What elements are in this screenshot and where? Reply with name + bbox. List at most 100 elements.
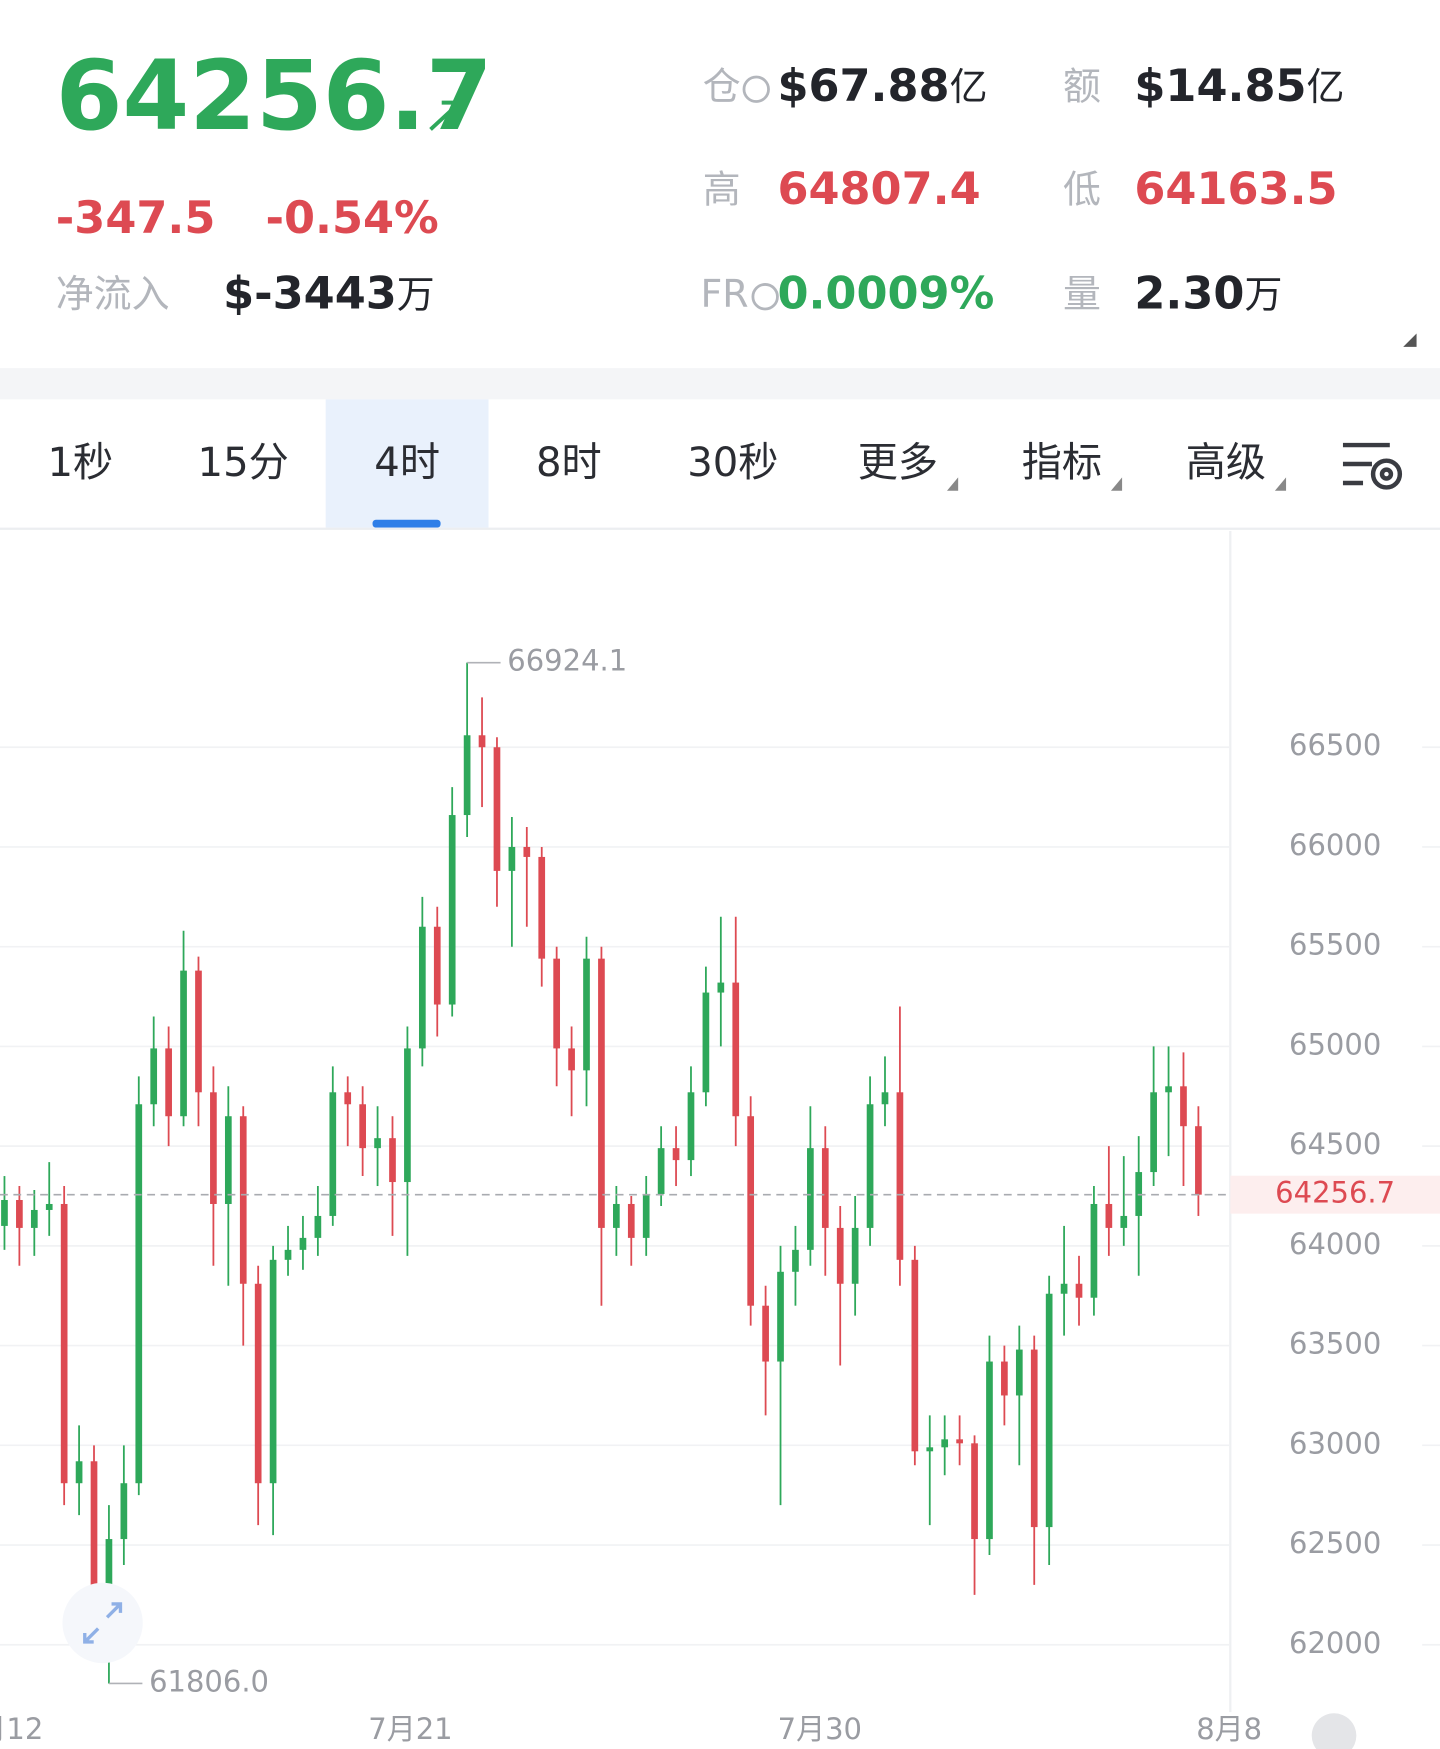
candle-body: [926, 1447, 934, 1452]
stat-label: 低: [1063, 167, 1101, 211]
candle-body: [239, 1116, 247, 1284]
price: 64256.7: [56, 40, 493, 152]
candle-body: [448, 815, 456, 1005]
zoom-icon: [83, 1602, 123, 1644]
candle-body: [1165, 1086, 1172, 1093]
candle-body: [747, 1116, 755, 1306]
stat-label: 仓: [703, 65, 741, 109]
candle-body: [299, 1237, 307, 1250]
candle-body: [195, 970, 202, 1093]
x-tick-label: 7月21: [368, 1712, 452, 1746]
y-tick-label: 66000: [1289, 828, 1381, 862]
y-tick-label: 62000: [1289, 1626, 1381, 1660]
tab[interactable]: 高级: [1186, 440, 1266, 486]
tab[interactable]: 更多: [858, 440, 938, 486]
candle-body: [180, 970, 187, 1117]
candle-body: [911, 1259, 919, 1452]
candle-body: [821, 1148, 829, 1228]
candle-body: [866, 1104, 874, 1228]
candle-body: [851, 1227, 859, 1284]
info-icon[interactable]: [751, 283, 779, 311]
candle-body: [1075, 1283, 1083, 1298]
candle-body: [792, 1249, 799, 1272]
candle-body: [329, 1092, 337, 1216]
candle-body: [836, 1227, 844, 1284]
candle-body: [986, 1361, 993, 1540]
x-tick-label: 7月12: [0, 1712, 43, 1746]
candle-body: [418, 926, 426, 1049]
candle-body: [1105, 1203, 1113, 1228]
candle-body: [1015, 1349, 1023, 1396]
last-price-box: [1230, 1175, 1440, 1214]
stat-value: 64807.4: [777, 163, 980, 215]
y-tick-label: 65500: [1289, 928, 1381, 962]
candle-body: [90, 1461, 98, 1617]
tab[interactable]: 30秒: [687, 440, 778, 486]
tab[interactable]: 4时: [374, 440, 440, 486]
candle-body: [1001, 1361, 1008, 1396]
k-button[interactable]: [1311, 1713, 1357, 1749]
candle-body: [16, 1199, 23, 1228]
candle-body: [896, 1092, 904, 1260]
tab[interactable]: 15分: [198, 440, 289, 486]
stat-value: 2.30万: [1134, 268, 1282, 320]
candle-body: [1150, 1092, 1157, 1173]
candle-body: [553, 958, 561, 1049]
candle-body: [314, 1215, 322, 1238]
y-tick-label: 64000: [1289, 1227, 1381, 1261]
candle-body: [269, 1259, 277, 1484]
candle-body: [941, 1439, 949, 1448]
net-inflow: $-3443万: [223, 268, 435, 320]
candle-body: [1045, 1293, 1053, 1528]
candle-body: [657, 1148, 665, 1195]
candle-body: [120, 1483, 128, 1540]
y-tick-label: 63000: [1289, 1426, 1381, 1460]
candle-body: [672, 1148, 680, 1161]
active-tab-indicator: [372, 519, 441, 528]
tab[interactable]: 指标: [1022, 440, 1102, 486]
candle-body: [105, 1539, 113, 1617]
candle-body: [1060, 1283, 1068, 1294]
candle-body: [60, 1203, 68, 1484]
tab-bar: 1秒 15分 4时 8时 30秒 更多 指标 高级: [47, 440, 1287, 491]
candle-body: [777, 1271, 784, 1362]
y-tick-label: 65000: [1289, 1027, 1381, 1061]
candle-body: [389, 1138, 396, 1183]
candle-body: [583, 958, 590, 1071]
candle-body: [224, 1116, 232, 1204]
candle-body: [284, 1249, 292, 1260]
info-icon[interactable]: [742, 75, 770, 103]
candle-body: [598, 958, 605, 1228]
candle-body: [493, 747, 501, 871]
candle-body: [344, 1092, 352, 1105]
change-pct: -0.54%: [265, 192, 438, 244]
x-tick-label: 7月30: [778, 1712, 862, 1746]
tab[interactable]: 8时: [536, 440, 602, 486]
candle-body: [523, 846, 531, 857]
candle-body: [702, 992, 710, 1093]
candle-body: [1180, 1086, 1187, 1127]
candle-body: [971, 1443, 978, 1540]
dropdown-caret: [946, 477, 959, 491]
plot: 62000 62500 63000 63500 64000 64500 65000 65500…: [0, 644, 1440, 1746]
stat-value: 64163.5: [1134, 163, 1337, 215]
candle-body: [508, 846, 516, 871]
candle-body: [75, 1461, 83, 1484]
candle-body: [165, 1048, 172, 1117]
candle-body: [613, 1203, 620, 1228]
candle-body: [687, 1092, 695, 1161]
settings-icon[interactable]: [1342, 442, 1403, 490]
last-price-label: 64256.7: [1275, 1176, 1395, 1210]
candle-body: [374, 1138, 381, 1149]
candle-body: [1, 1199, 8, 1226]
tab[interactable]: 1秒: [47, 440, 113, 486]
candle-body: [881, 1092, 889, 1105]
candle-body: [1030, 1349, 1038, 1528]
zoom-button[interactable]: [62, 1582, 143, 1664]
candle-body: [627, 1203, 635, 1238]
y-tick-label: 66500: [1289, 728, 1381, 762]
candle-body: [1090, 1203, 1098, 1298]
